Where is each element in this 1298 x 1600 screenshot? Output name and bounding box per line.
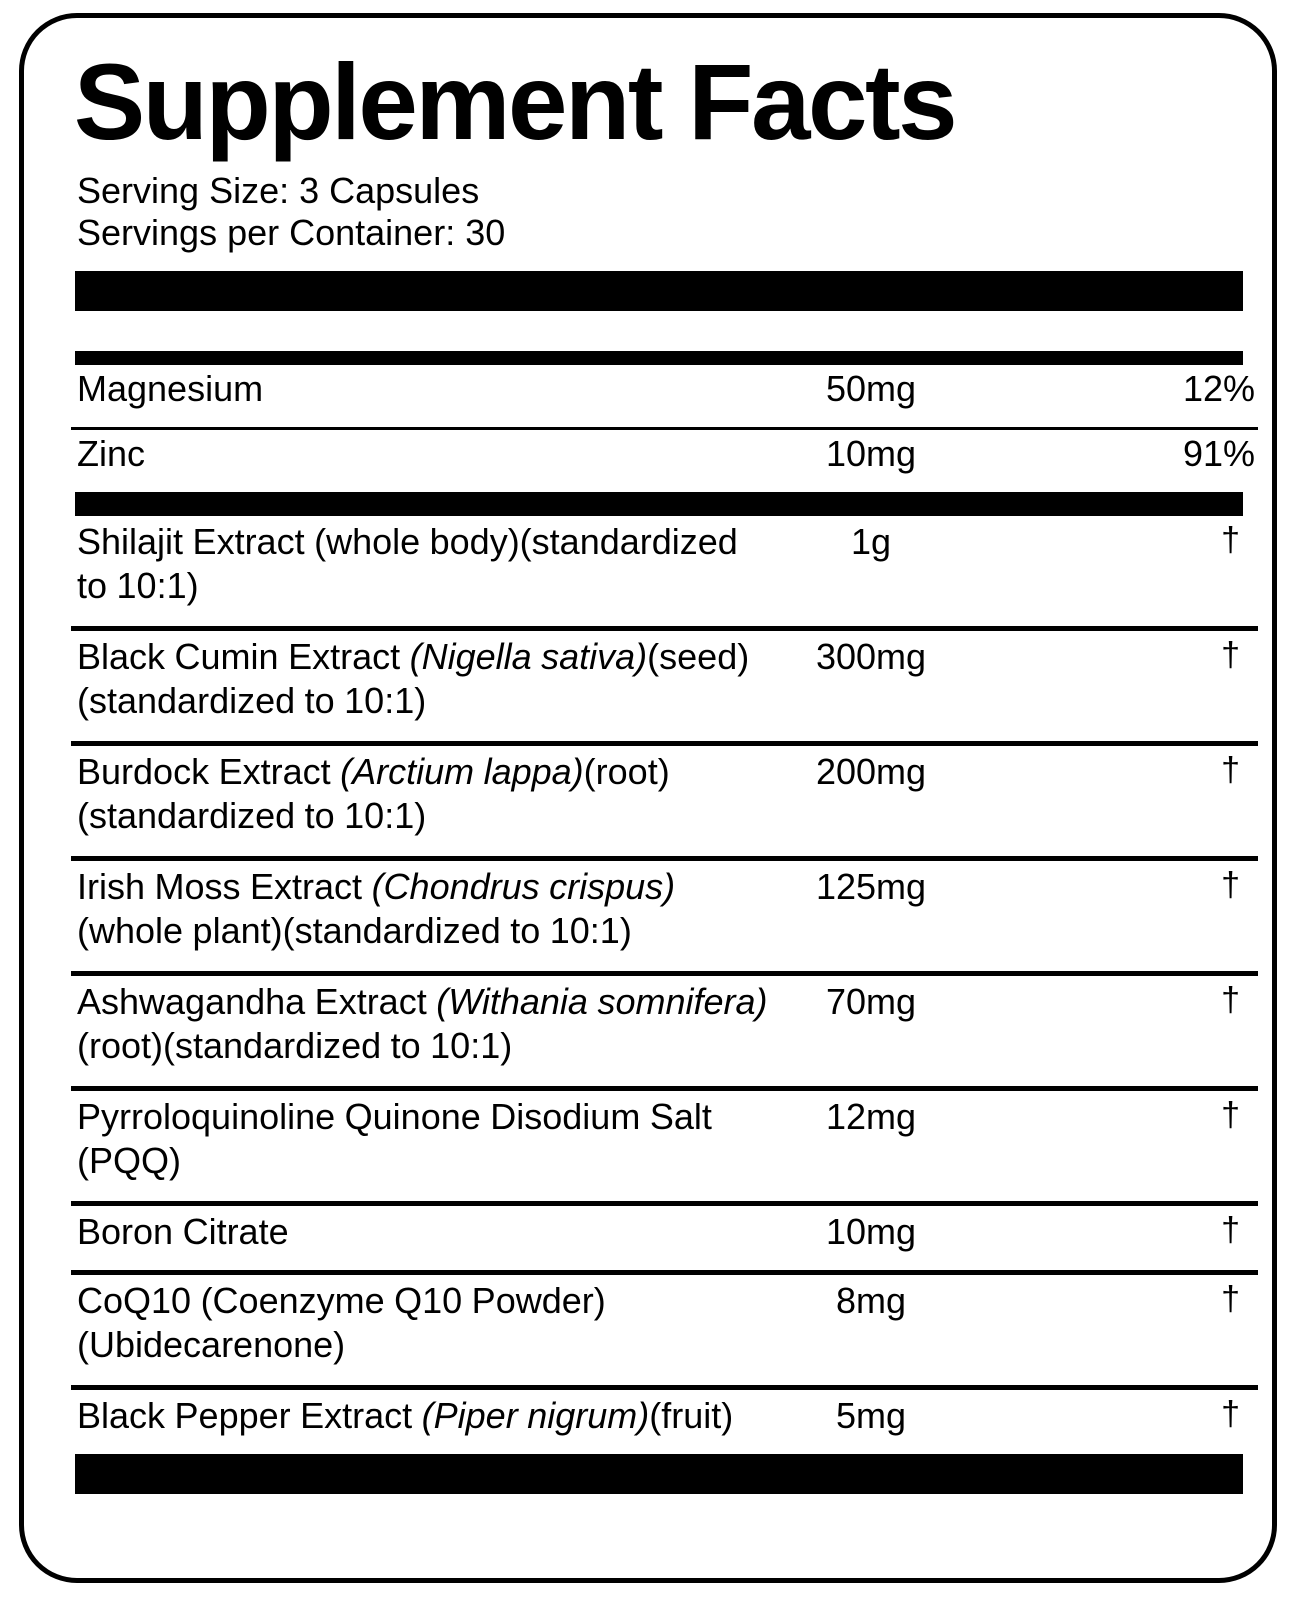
- ingredient-row: Black Pepper Extract (Piper nigrum)(frui…: [71, 1390, 1258, 1454]
- nutrient-amount: 50mg: [825, 367, 917, 409]
- ingredient-amount: 12mg: [825, 1095, 917, 1137]
- nutrient-amount: 10mg: [825, 432, 917, 474]
- ingredient-row: CoQ10 (Coenzyme Q10 Powder)(Ubidecarenon…: [71, 1275, 1258, 1385]
- ingredient-daily-value-dagger: †: [1221, 1279, 1240, 1318]
- serving-size-text: Serving Size: 3 Capsules: [77, 170, 480, 211]
- ingredient-name: Burdock Extract (Arctium lappa)(root)(st…: [71, 750, 777, 838]
- ingredient-blend-list: Shilajit Extract (whole body)(standardiz…: [57, 516, 1258, 1454]
- ingredient-daily-value-dagger: †: [1221, 980, 1240, 1019]
- nutrient-row: Magnesium 50mg 12%: [71, 365, 1258, 427]
- ingredient-amount: 70mg: [825, 980, 917, 1022]
- ingredient-amount: 300mg: [815, 635, 927, 677]
- ingredient-amount: 200mg: [815, 750, 927, 792]
- ingredient-name-text: Black Pepper Extract: [77, 1394, 422, 1436]
- ingredient-name: Ashwagandha Extract (Withania somnifera)…: [71, 980, 777, 1068]
- ingredient-name: Black Cumin Extract (Nigella sativa)(see…: [71, 635, 777, 723]
- ingredient-daily-value-dagger: †: [1221, 520, 1240, 559]
- botanical-name: (Chondrus crispus): [371, 865, 676, 907]
- row-divider: [71, 426, 1258, 430]
- ingredient-name: Boron Citrate: [71, 1210, 777, 1254]
- ingredient-name-text: (root)(standardized to 10:1): [77, 1024, 513, 1066]
- nutrient-row: Zinc 10mg 91%: [71, 430, 1258, 492]
- nutrient-daily-value: 91%: [1182, 432, 1255, 474]
- row-divider: [71, 1200, 1258, 1206]
- ingredient-daily-value-dagger: †: [1221, 750, 1240, 789]
- ingredient-name: CoQ10 (Coenzyme Q10 Powder)(Ubidecarenon…: [71, 1279, 777, 1367]
- row-divider: [71, 1269, 1258, 1275]
- ingredient-amount: 8mg: [835, 1279, 907, 1321]
- header-divider-bar-thick: [75, 270, 1243, 311]
- proprietary-blend-divider-bar: [75, 491, 1243, 516]
- label-content: Supplement Facts Serving Size: 3 Capsule…: [57, 41, 1258, 1494]
- ingredient-row: Irish Moss Extract (Chondrus crispus)(wh…: [71, 861, 1258, 971]
- ingredient-amount: 125mg: [815, 865, 927, 907]
- row-divider: [71, 625, 1258, 631]
- ingredient-name-text: CoQ10 (Coenzyme Q10 Powder)(Ubidecarenon…: [77, 1279, 606, 1365]
- ingredient-daily-value-dagger: †: [1221, 1210, 1240, 1249]
- botanical-name: (Arctium lappa): [340, 750, 584, 792]
- row-divider: [71, 855, 1258, 861]
- ingredient-daily-value-dagger: †: [1221, 1095, 1240, 1134]
- ingredient-name-text: Irish Moss Extract: [77, 865, 372, 907]
- ingredient-daily-value-dagger: †: [1221, 1394, 1240, 1433]
- ingredient-amount: 1g: [850, 520, 892, 562]
- ingredient-name-text: (seed)(standardized to 10:1): [77, 635, 750, 721]
- ingredient-name-text: (fruit): [649, 1394, 734, 1436]
- page-title: Supplement Facts: [73, 41, 958, 162]
- ingredient-name: Black Pepper Extract (Piper nigrum)(frui…: [71, 1394, 977, 1438]
- nutrient-name: Zinc: [77, 432, 146, 474]
- servings-per-container-text: Servings per Container: 30: [77, 212, 506, 254]
- row-divider: [71, 740, 1258, 746]
- ingredient-amount: 5mg: [835, 1394, 907, 1436]
- ingredient-name-text: Boron Citrate: [77, 1210, 289, 1252]
- serving-info: Serving Size: 3 Capsules Servings per Co…: [57, 170, 1245, 255]
- ingredient-name: Shilajit Extract (whole body)(standardiz…: [71, 520, 777, 608]
- footer-divider-bar: [75, 1453, 1243, 1494]
- ingredient-row: Ashwagandha Extract (Withania somnifera)…: [71, 976, 1258, 1086]
- nutrient-name: Magnesium: [77, 367, 264, 409]
- botanical-name: (Nigella sativa): [409, 635, 648, 677]
- botanical-name: (Piper nigrum): [421, 1394, 650, 1436]
- ingredient-name-text: (whole plant)(standardized to 10:1): [77, 909, 632, 951]
- ingredient-row: Pyrroloquinoline Quinone Disodium Salt (…: [71, 1091, 1258, 1201]
- ingredient-row: Black Cumin Extract (Nigella sativa)(see…: [71, 631, 1258, 741]
- row-divider: [71, 1384, 1258, 1390]
- ingredient-amount: 10mg: [825, 1210, 917, 1252]
- ingredient-name-text: Shilajit Extract (whole body)(standardiz…: [77, 520, 738, 606]
- ingredient-name-text: Pyrroloquinoline Quinone Disodium Salt (…: [77, 1095, 712, 1181]
- minerals-list: Magnesium 50mg 12% Zinc 10mg 91%: [57, 365, 1258, 492]
- ingredient-daily-value-dagger: †: [1221, 865, 1240, 904]
- row-divider: [71, 970, 1258, 976]
- ingredient-name-text: Burdock Extract: [77, 750, 341, 792]
- ingredient-name-text: (root)(standardized to 10:1): [77, 750, 670, 836]
- botanical-name: (Withania somnifera): [436, 980, 768, 1022]
- ingredient-row: Shilajit Extract (whole body)(standardiz…: [71, 516, 1258, 626]
- ingredient-name-text: Ashwagandha Extract: [77, 980, 437, 1022]
- ingredient-name-text: Black Cumin Extract: [77, 635, 410, 677]
- ingredient-daily-value-dagger: †: [1221, 635, 1240, 674]
- ingredient-name: Pyrroloquinoline Quinone Disodium Salt (…: [71, 1095, 777, 1183]
- nutrient-daily-value: 12%: [1182, 367, 1255, 409]
- ingredient-row: Burdock Extract (Arctium lappa)(root)(st…: [71, 746, 1258, 856]
- row-divider: [71, 1085, 1258, 1091]
- ingredient-name: Irish Moss Extract (Chondrus crispus)(wh…: [71, 865, 777, 953]
- amount-per-serving-divider-bar: [75, 350, 1243, 365]
- supplement-facts-panel: Supplement Facts Serving Size: 3 Capsule…: [19, 13, 1277, 1583]
- ingredient-row: Boron Citrate 10mg †: [71, 1206, 1258, 1270]
